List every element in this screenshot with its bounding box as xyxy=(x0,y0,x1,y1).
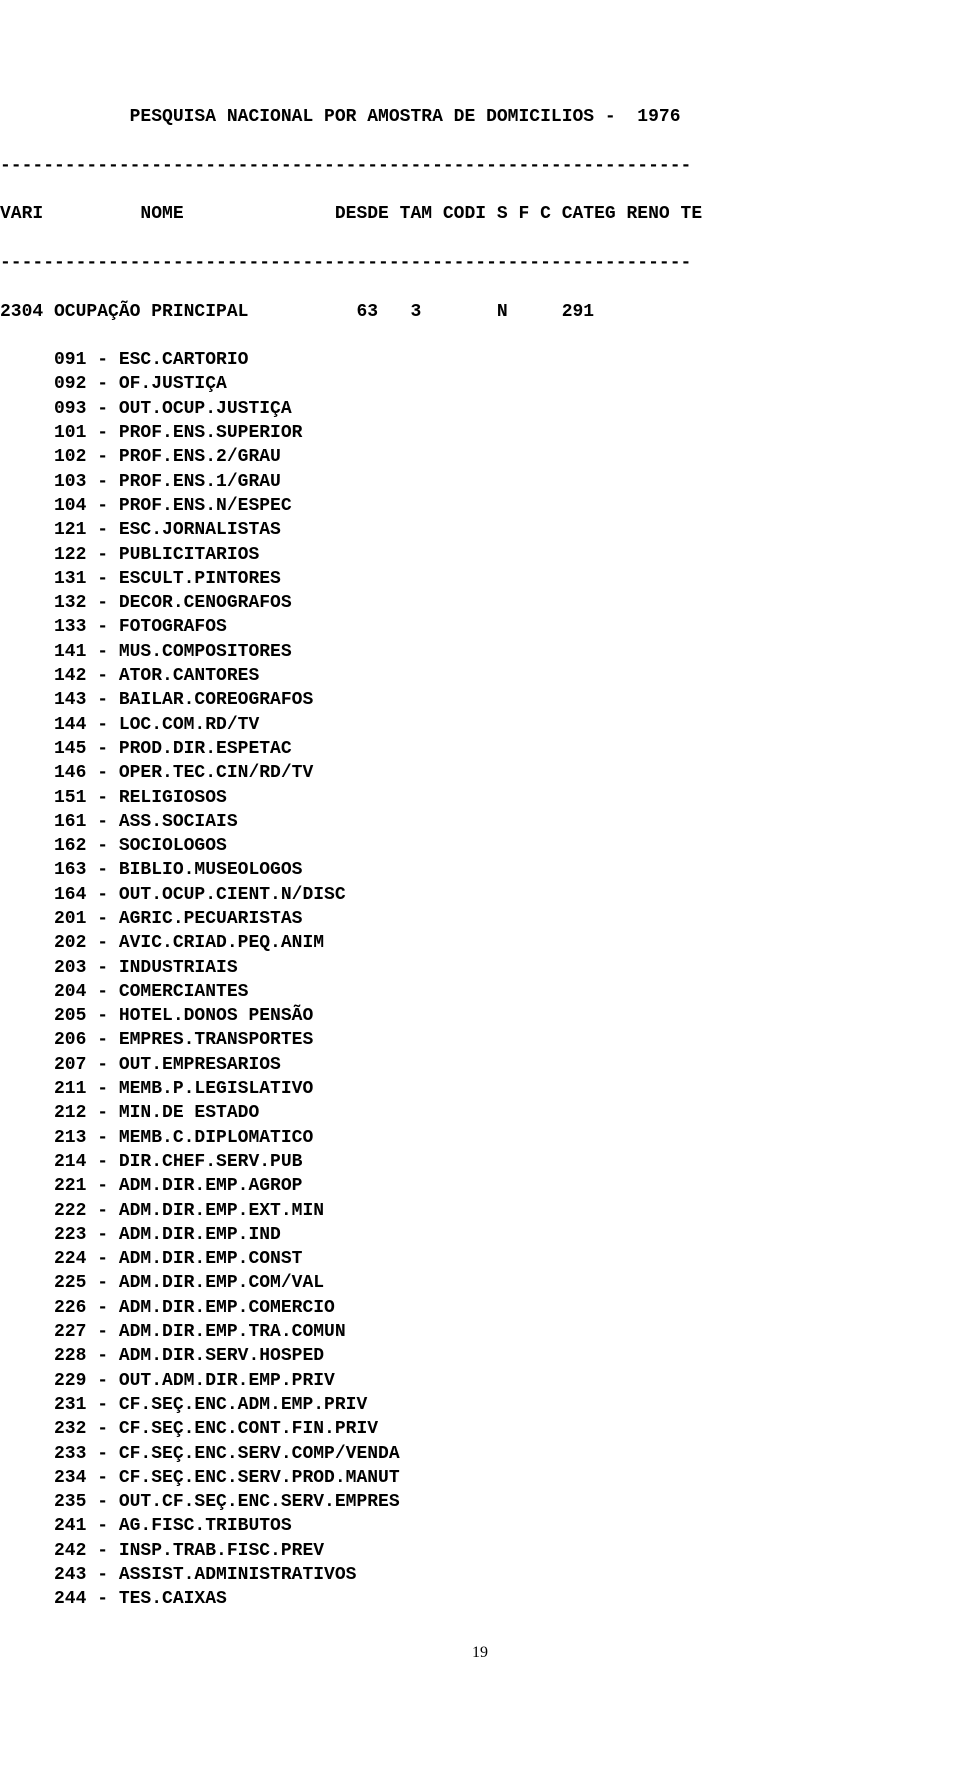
code-item: 103 - PROF.ENS.1/GRAU xyxy=(0,470,960,494)
code-item: 151 - RELIGIOSOS xyxy=(0,786,960,810)
code-item: 234 - CF.SEÇ.ENC.SERV.PROD.MANUT xyxy=(0,1466,960,1490)
variable-row: 2304 OCUPAÇÃO PRINCIPAL 63 3 N 291 xyxy=(0,300,960,324)
code-item: 144 - LOC.COM.RD/TV xyxy=(0,713,960,737)
code-item: 146 - OPER.TEC.CIN/RD/TV xyxy=(0,761,960,785)
code-item: 228 - ADM.DIR.SERV.HOSPED xyxy=(0,1344,960,1368)
code-item: 207 - OUT.EMPRESARIOS xyxy=(0,1053,960,1077)
code-item: 132 - DECOR.CENOGRAFOS xyxy=(0,591,960,615)
code-item: 231 - CF.SEÇ.ENC.ADM.EMP.PRIV xyxy=(0,1393,960,1417)
code-item: 145 - PROD.DIR.ESPETAC xyxy=(0,737,960,761)
code-item: 091 - ESC.CARTORIO xyxy=(0,348,960,372)
divider-bottom: ----------------------------------------… xyxy=(0,251,960,275)
page-title: PESQUISA NACIONAL POR AMOSTRA DE DOMICIL… xyxy=(0,105,960,129)
code-item: 093 - OUT.OCUP.JUSTIÇA xyxy=(0,397,960,421)
code-item: 102 - PROF.ENS.2/GRAU xyxy=(0,445,960,469)
code-item: 141 - MUS.COMPOSITORES xyxy=(0,640,960,664)
code-item: 161 - ASS.SOCIAIS xyxy=(0,810,960,834)
column-header: VARI NOME DESDE TAM CODI S F C CATEG REN… xyxy=(0,202,960,226)
code-item: 206 - EMPRES.TRANSPORTES xyxy=(0,1028,960,1052)
code-item: 133 - FOTOGRAFOS xyxy=(0,615,960,639)
code-item: 212 - MIN.DE ESTADO xyxy=(0,1101,960,1125)
code-item: 233 - CF.SEÇ.ENC.SERV.COMP/VENDA xyxy=(0,1442,960,1466)
code-item: 204 - COMERCIANTES xyxy=(0,980,960,1004)
code-item: 222 - ADM.DIR.EMP.EXT.MIN xyxy=(0,1199,960,1223)
code-item: 205 - HOTEL.DONOS PENSÃO xyxy=(0,1004,960,1028)
code-item: 221 - ADM.DIR.EMP.AGROP xyxy=(0,1174,960,1198)
code-item: 092 - OF.JUSTIÇA xyxy=(0,372,960,396)
code-item: 131 - ESCULT.PINTORES xyxy=(0,567,960,591)
code-item: 224 - ADM.DIR.EMP.CONST xyxy=(0,1247,960,1271)
code-item: 225 - ADM.DIR.EMP.COM/VAL xyxy=(0,1271,960,1295)
code-item: 163 - BIBLIO.MUSEOLOGOS xyxy=(0,858,960,882)
page-number: 19 xyxy=(0,1642,960,1664)
code-item: 227 - ADM.DIR.EMP.TRA.COMUN xyxy=(0,1320,960,1344)
code-item: 164 - OUT.OCUP.CIENT.N/DISC xyxy=(0,883,960,907)
code-item: 243 - ASSIST.ADMINISTRATIVOS xyxy=(0,1563,960,1587)
code-item: 232 - CF.SEÇ.ENC.CONT.FIN.PRIV xyxy=(0,1417,960,1441)
code-item: 242 - INSP.TRAB.FISC.PREV xyxy=(0,1539,960,1563)
code-item: 213 - MEMB.C.DIPLOMATICO xyxy=(0,1126,960,1150)
code-item: 143 - BAILAR.COREOGRAFOS xyxy=(0,688,960,712)
code-item: 226 - ADM.DIR.EMP.COMERCIO xyxy=(0,1296,960,1320)
code-item: 121 - ESC.JORNALISTAS xyxy=(0,518,960,542)
code-item: 229 - OUT.ADM.DIR.EMP.PRIV xyxy=(0,1369,960,1393)
code-item: 202 - AVIC.CRIAD.PEQ.ANIM xyxy=(0,931,960,955)
code-item: 101 - PROF.ENS.SUPERIOR xyxy=(0,421,960,445)
code-item: 162 - SOCIOLOGOS xyxy=(0,834,960,858)
code-item: 211 - MEMB.P.LEGISLATIVO xyxy=(0,1077,960,1101)
code-list: 091 - ESC.CARTORIO 092 - OF.JUSTIÇA 093 … xyxy=(0,348,960,1611)
code-item: 142 - ATOR.CANTORES xyxy=(0,664,960,688)
code-item: 241 - AG.FISC.TRIBUTOS xyxy=(0,1514,960,1538)
code-item: 201 - AGRIC.PECUARISTAS xyxy=(0,907,960,931)
divider-top: ----------------------------------------… xyxy=(0,154,960,178)
code-item: 244 - TES.CAIXAS xyxy=(0,1587,960,1611)
code-item: 122 - PUBLICITARIOS xyxy=(0,543,960,567)
code-item: 223 - ADM.DIR.EMP.IND xyxy=(0,1223,960,1247)
code-item: 203 - INDUSTRIAIS xyxy=(0,956,960,980)
code-item: 235 - OUT.CF.SEÇ.ENC.SERV.EMPRES xyxy=(0,1490,960,1514)
code-item: 214 - DIR.CHEF.SERV.PUB xyxy=(0,1150,960,1174)
code-item: 104 - PROF.ENS.N/ESPEC xyxy=(0,494,960,518)
